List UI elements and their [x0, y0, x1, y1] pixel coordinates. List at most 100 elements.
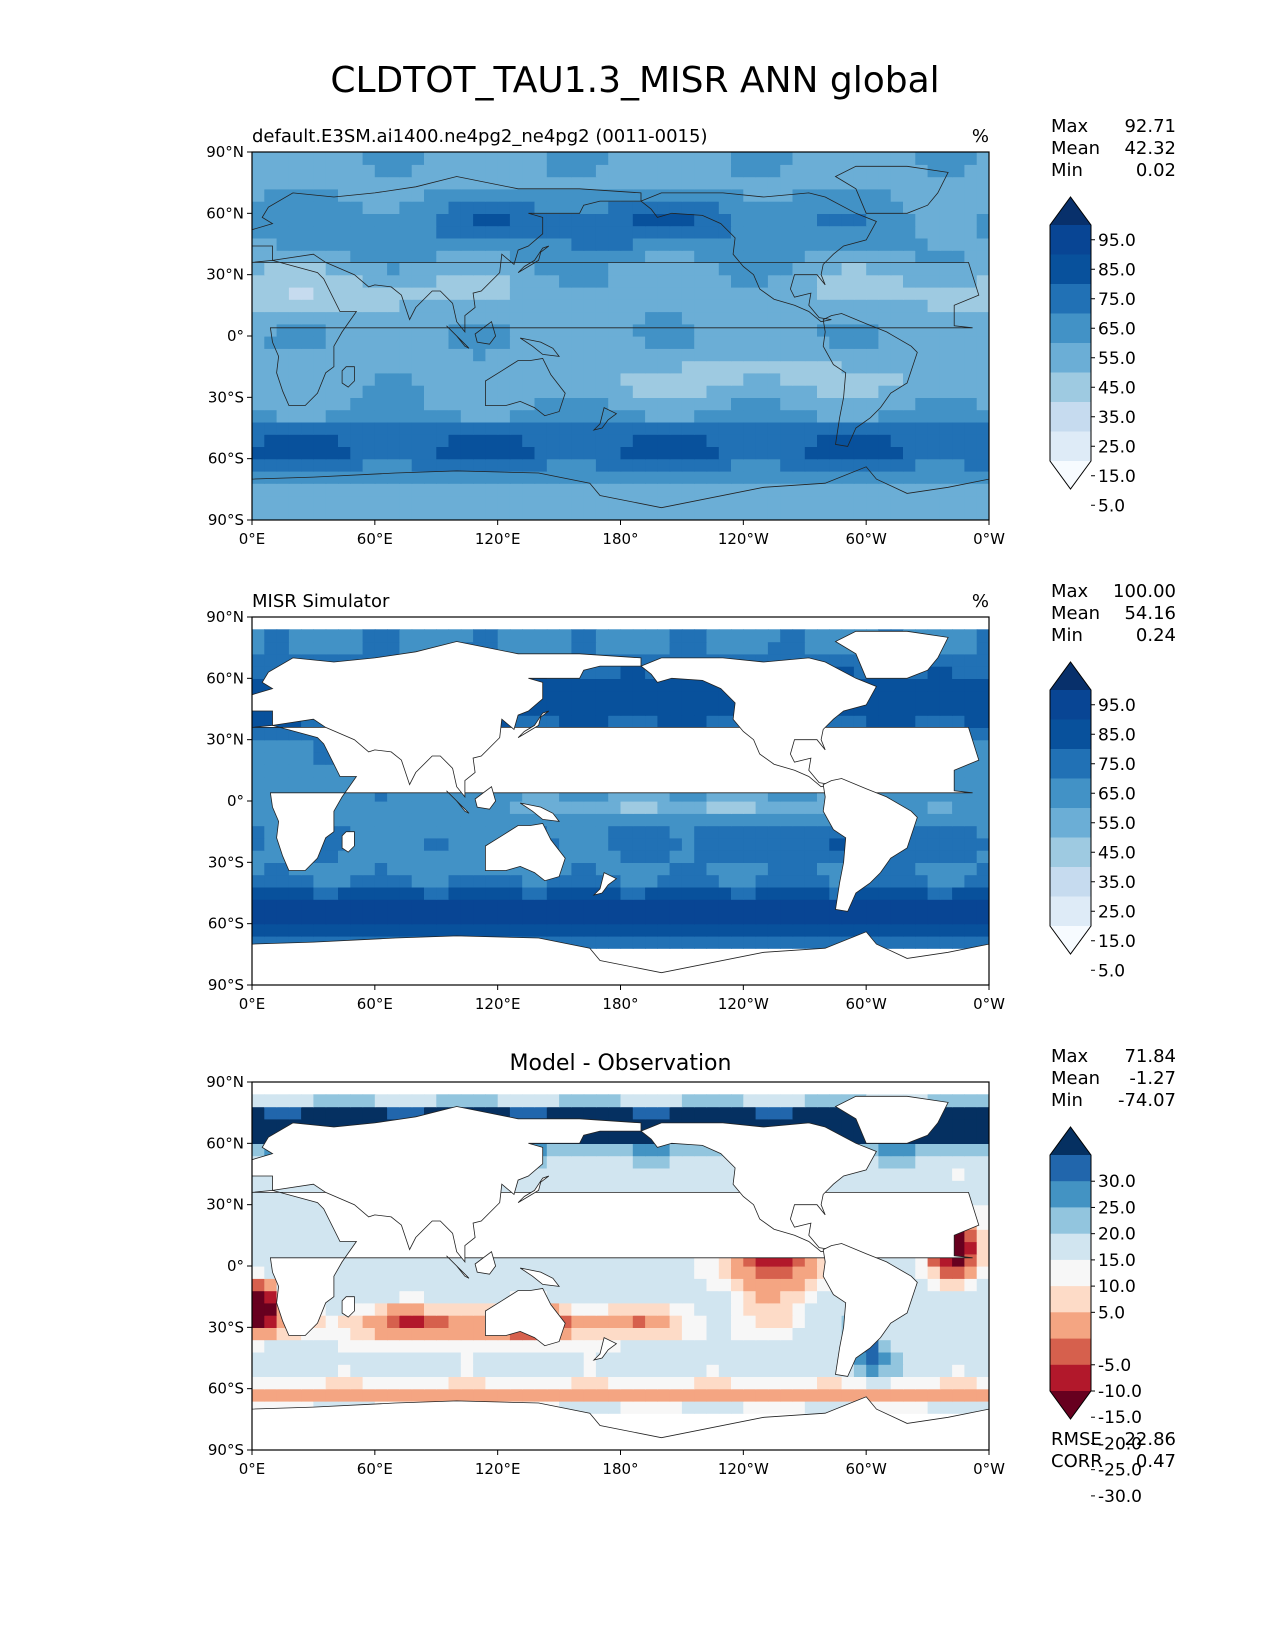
stat-value: 0.47: [1136, 1451, 1176, 1472]
colorbar-tick-label: 35.0: [1098, 873, 1136, 893]
colorbar-segment: [1050, 1259, 1091, 1287]
coastline: [446, 1255, 470, 1279]
colorbar-segment: [1050, 254, 1091, 285]
colorbar-tick-label: 10.0: [1098, 1277, 1136, 1297]
colorbar-tick-label: -5.0: [1098, 1356, 1131, 1376]
x-tick-label: 0°E: [239, 995, 266, 1013]
y-tick-label: 60°N: [206, 669, 244, 687]
coastline: [484, 1288, 566, 1347]
colorbar-tick-label: 95.0: [1098, 231, 1136, 251]
coastline: [252, 259, 980, 406]
colorbar-segment: [1050, 837, 1091, 868]
y-tick-label: 0°: [227, 327, 244, 345]
stat-value: -74.07: [1118, 1090, 1176, 1111]
y-tick-label: 0°: [227, 792, 244, 810]
colorbar-segment: [1050, 719, 1091, 750]
coastline: [822, 778, 918, 912]
y-tick-label: 30°N: [206, 266, 244, 284]
x-tick-label: 180°: [602, 995, 638, 1013]
colorbar-tick-label: 65.0: [1098, 784, 1136, 804]
coastline: [341, 366, 355, 388]
y-tick-label: 90°N: [206, 143, 244, 161]
map-area: [252, 152, 989, 520]
colorbar-segment: [1050, 1233, 1091, 1261]
coastline: [592, 407, 618, 431]
coastline: [252, 466, 989, 520]
colorbar-tick-label: 5.0: [1098, 1303, 1125, 1323]
colorbar-outline: [1049, 196, 1092, 490]
colorbar-tick-label: -30.0: [1098, 1487, 1142, 1507]
coastline: [834, 1095, 949, 1144]
colorbar-segment: [1050, 372, 1091, 403]
colorbar-segment: [1050, 1364, 1091, 1392]
colorbar-outline: [1049, 661, 1092, 955]
stat-value: 92.71: [1124, 116, 1176, 137]
colorbar-extend-max: [1050, 197, 1091, 225]
colorbar-extend-min: [1050, 926, 1091, 954]
y-tick-label: 30°S: [208, 1318, 244, 1336]
coastline: [517, 710, 550, 738]
colorbar-tick-label: 55.0: [1098, 349, 1136, 369]
colorbar-tick-label: -25.0: [1098, 1461, 1142, 1481]
stat-label: Min: [1051, 625, 1083, 646]
x-tick-label: 60°E: [357, 530, 393, 548]
coastline: [592, 872, 618, 896]
colorbar-tick-label: 45.0: [1098, 843, 1136, 863]
coastline: [519, 802, 560, 822]
colorbar: 95.0 85.0 75.0 65.0 55.0 45.0 35.0 25.0 15.0 5.0: [1049, 661, 1136, 981]
coastline: [252, 1106, 642, 1264]
colorbar-tick-label: 85.0: [1098, 725, 1136, 745]
colorbar-tick-label: 25.0: [1098, 437, 1136, 457]
colorbar-segment: [1050, 402, 1091, 432]
stat-value: 22.86: [1124, 1429, 1176, 1450]
stat-label: RMSE: [1051, 1429, 1102, 1450]
coastline: [474, 321, 497, 345]
colorbar-segment: [1050, 225, 1091, 255]
panel-title: Model - Observation: [510, 1051, 732, 1076]
colorbar-tick-label: 20.0: [1098, 1225, 1136, 1245]
colorbar-tick-label: 85.0: [1098, 260, 1136, 280]
x-tick-label: 0°W: [973, 1460, 1005, 1478]
coastline: [484, 823, 566, 882]
colorbar-tick-label: 75.0: [1098, 755, 1136, 775]
colorbar-tick-label: 65.0: [1098, 319, 1136, 339]
stat-label: Mean: [1051, 603, 1100, 624]
stat-label: Max: [1051, 581, 1089, 602]
coastline: [517, 1175, 550, 1203]
colorbar-segment: [1050, 1286, 1091, 1313]
coastline: [484, 358, 566, 417]
colorbar-tick-label: -10.0: [1098, 1382, 1142, 1402]
coastline: [822, 1243, 918, 1377]
colorbar-segment: [1050, 778, 1091, 809]
x-tick-label: 0°E: [239, 1460, 266, 1478]
x-tick-label: 180°: [602, 1460, 638, 1478]
x-tick-label: 120°W: [718, 995, 769, 1013]
stat-label: Mean: [1051, 138, 1100, 159]
x-tick-label: 120°E: [475, 530, 521, 548]
x-tick-label: 180°: [602, 530, 638, 548]
panel-model: 0°E 60°E 120°E 180° 120°W 60°W 0°W 90°N 60°N 30°N…: [206, 116, 1176, 548]
colorbar-extend-min: [1050, 1391, 1091, 1419]
y-tick-label: 90°N: [206, 1073, 244, 1091]
x-tick-label: 120°W: [718, 1460, 769, 1478]
stat-value: 54.16: [1124, 603, 1176, 624]
x-tick-label: 60°W: [845, 1460, 887, 1478]
coastline: [519, 337, 560, 357]
colorbar-segment: [1050, 867, 1091, 897]
y-tick-label: 60°S: [208, 450, 244, 468]
colorbar-segment: [1050, 749, 1091, 779]
colorbar-segment: [1050, 1155, 1091, 1182]
coastline: [640, 657, 877, 788]
y-tick-label: 30°N: [206, 731, 244, 749]
x-tick-label: 60°E: [357, 995, 393, 1013]
x-tick-label: 0°W: [973, 530, 1005, 548]
coastline: [640, 1122, 877, 1253]
y-tick-label: 60°S: [208, 915, 244, 933]
x-tick-label: 120°E: [475, 995, 521, 1013]
colorbar-tick-label: 45.0: [1098, 378, 1136, 398]
stat-label: Min: [1051, 160, 1083, 181]
y-tick-label: 0°: [227, 1257, 244, 1275]
y-tick-label: 60°N: [206, 204, 244, 222]
stat-label: Max: [1051, 1046, 1089, 1067]
colorbar-tick-label: 15.0: [1098, 467, 1136, 487]
